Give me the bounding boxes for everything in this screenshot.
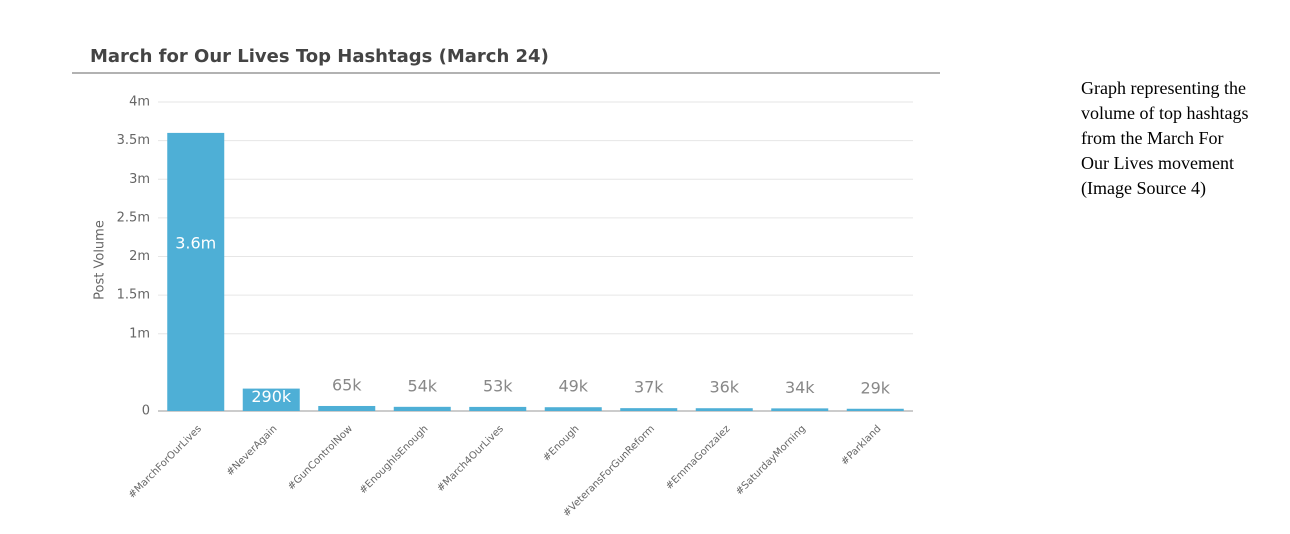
y-tick-label: 1.5m (117, 288, 150, 303)
bar (695, 408, 753, 411)
x-tick-label: #Enough (541, 423, 581, 463)
x-tick-label: #GunControlNow (286, 423, 355, 492)
bar (242, 388, 300, 411)
y-tick-label: 4m (129, 95, 150, 110)
caption-line: from the March For (1081, 128, 1223, 148)
y-tick-label: 3.5m (117, 133, 150, 148)
value-label: 54k (407, 376, 437, 395)
x-tick-label: #March4OurLives (435, 423, 506, 494)
caption-line: Graph representing the (1081, 78, 1246, 98)
chart-title: March for Our Lives Top Hashtags (March … (90, 46, 549, 67)
x-tick-label: #NeverAgain (225, 423, 280, 478)
bar (620, 408, 678, 411)
caption-line: volume of top hashtags (1081, 103, 1248, 123)
value-label: 37k (634, 378, 664, 397)
x-tick-label: #MarchForOurLives (127, 423, 204, 500)
bar (167, 132, 225, 411)
y-axis-label: Post Volume (93, 220, 108, 300)
bar (318, 405, 376, 411)
value-label: 29k (860, 378, 890, 397)
bar (544, 407, 602, 411)
x-tick-label: #VeteransForGunReform (561, 423, 657, 519)
y-tick-label: 2.5m (117, 210, 150, 225)
y-tick-label: 1m (129, 326, 150, 341)
x-tick-label: #Parkland (839, 423, 883, 467)
y-tick-label: 0 (142, 404, 150, 419)
bar (771, 408, 829, 411)
value-label: 49k (558, 377, 588, 396)
caption-line: Our Lives movement (1081, 153, 1234, 173)
value-label: 53k (483, 376, 513, 395)
value-label: 36k (709, 378, 739, 397)
x-tick-label: #SaturdayMorning (734, 423, 808, 497)
caption-line: (Image Source 4) (1081, 178, 1206, 199)
bar (846, 408, 904, 411)
bar (393, 406, 451, 411)
bar (469, 406, 527, 411)
x-tick-label: #EmmaGonzalez (664, 423, 733, 492)
y-tick-label: 2m (129, 249, 150, 264)
x-tick-label: #EnoughIsEnough (358, 423, 431, 496)
y-tick-label: 3m (129, 172, 150, 187)
value-label: 290k (251, 387, 292, 406)
value-label: 65k (332, 375, 362, 394)
value-label: 3.6m (175, 234, 216, 253)
value-label: 34k (785, 378, 815, 397)
